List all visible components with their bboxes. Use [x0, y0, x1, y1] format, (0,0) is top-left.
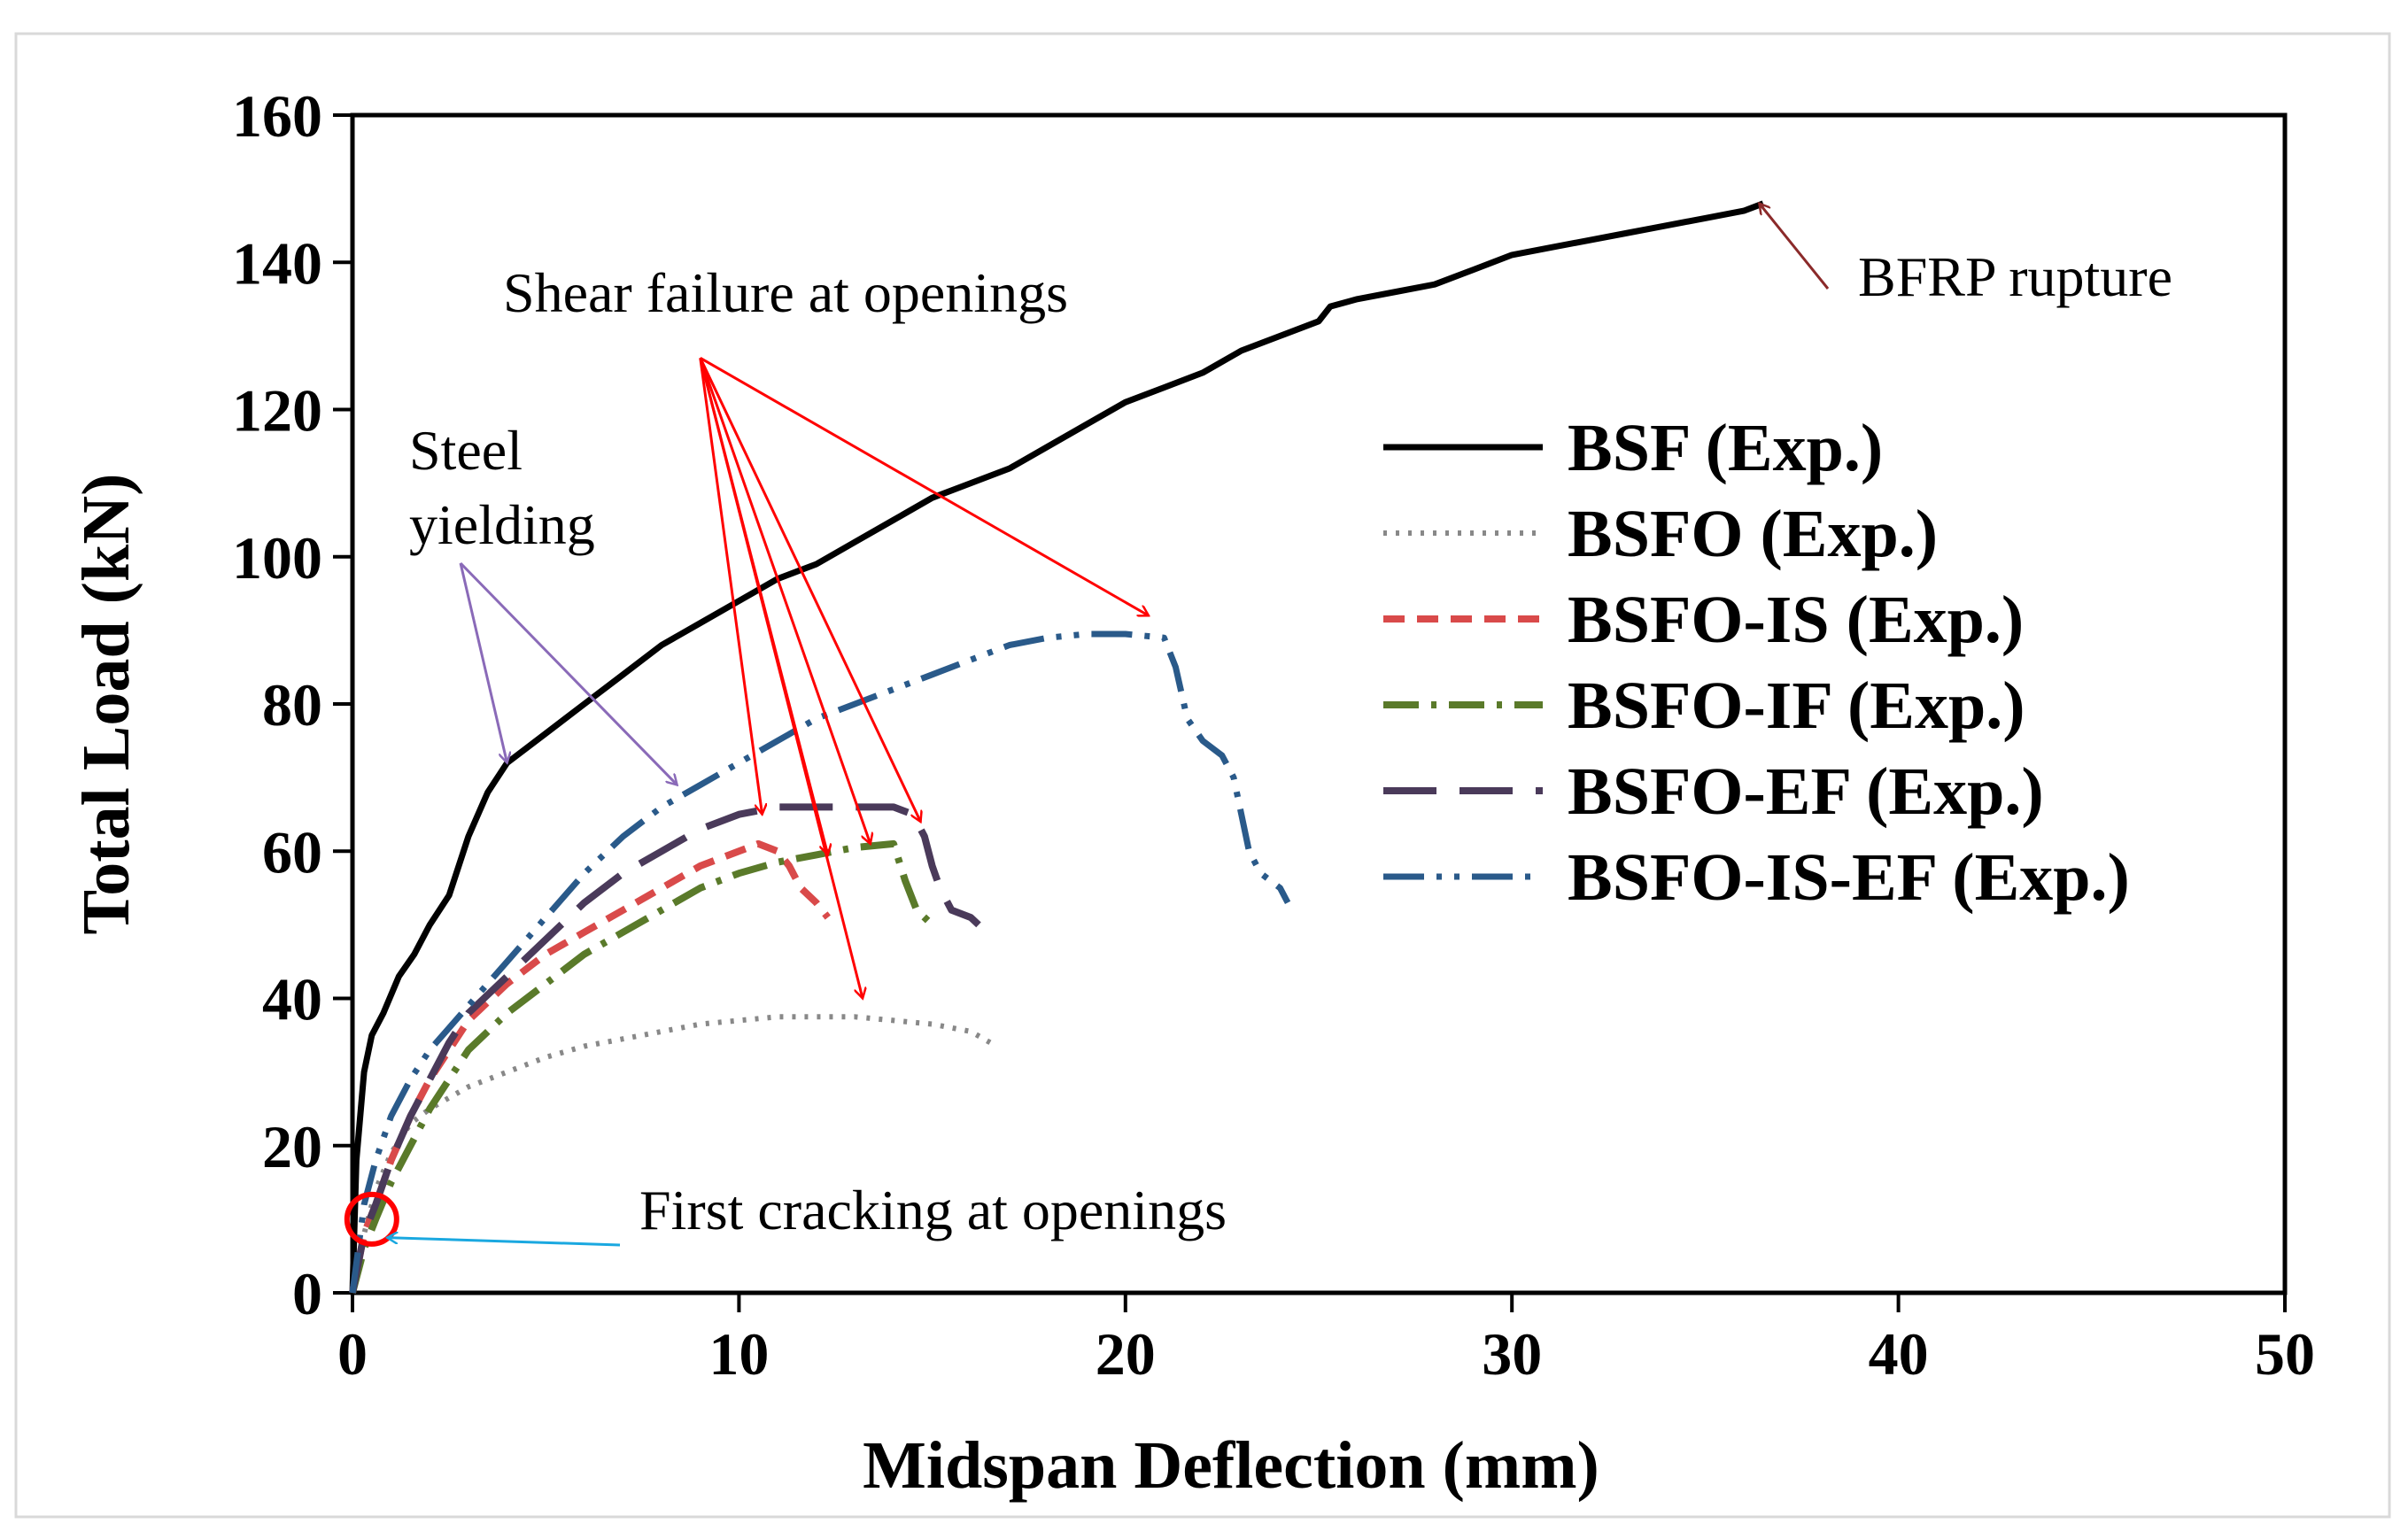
legend-label: BSFO-IF (Exp.): [1568, 669, 2025, 743]
steel-yielding-arrow: [459, 561, 677, 785]
figure-border: [14, 32, 2391, 1519]
x-axis-title: Midspan Deflection (mm): [863, 1428, 1599, 1503]
legend-label: BSFO-IS-EF (Exp.): [1568, 840, 2130, 915]
series-line-bsfo-ef-exp: [349, 803, 981, 1294]
annotation-steel-yielding-line1: Steel: [409, 419, 523, 482]
x-tick-label: 10: [708, 1320, 769, 1388]
x-tick-label: 20: [1096, 1320, 1156, 1388]
first-cracking-circle: [344, 1191, 399, 1247]
x-tick-label: 40: [1869, 1320, 1929, 1388]
annotation-bfrp-rupture: BFRP rupture: [1858, 245, 2172, 308]
y-tick-label: 60: [262, 818, 322, 886]
steel-yielding-arrow: [459, 562, 507, 763]
y-tick-label: 160: [232, 82, 322, 150]
annotation-first-cracking: First cracking at openings: [639, 1179, 1227, 1241]
shear-failure-arrow: [699, 357, 921, 822]
legend-label: BSF (Exp.): [1568, 411, 1883, 485]
legend-label: BSFO-IS (Exp.): [1568, 583, 2024, 657]
legend-label: BSFO (Exp.): [1568, 497, 1938, 571]
y-tick-label: 100: [232, 524, 322, 592]
x-tick-label: 0: [337, 1320, 368, 1388]
y-tick-label: 40: [262, 966, 322, 1033]
series-lines: [349, 200, 1765, 1295]
annotation-shear-failure: Shear failure at openings: [503, 261, 1068, 324]
y-tick-label: 120: [232, 377, 322, 445]
annotations: Shear failure at openings BFRP rupture Ste…: [344, 204, 2172, 1247]
x-tick-label: 30: [1482, 1320, 1542, 1388]
bfrp-rupture-arrow: [1759, 204, 1830, 290]
y-tick-label: 20: [262, 1113, 322, 1180]
annotation-steel-yielding-line2: yielding: [409, 493, 595, 556]
y-tick-label: 0: [292, 1260, 322, 1327]
y-tick-label: 140: [232, 229, 322, 297]
x-tick-label: 50: [2255, 1320, 2315, 1388]
axes: 0 20 40 60 80 100 120 140 160 0 10 20 30 40 50: [232, 82, 2315, 1388]
shear-failure-arrow: [699, 357, 863, 998]
series-line-bsfo-is-ef-exp: [349, 630, 1291, 1294]
legend-label: BSFO-EF (Exp.): [1568, 754, 2044, 829]
legend: BSF (Exp.) BSFO (Exp.) BSFO-IS (Exp.) BSFO-…: [1383, 411, 2130, 915]
first-cracking-arrow: [387, 1238, 621, 1247]
y-axis-title: Total Load (kN): [69, 474, 143, 935]
shear-failure-arrow: [699, 357, 871, 844]
series-line-bsf-exp: [349, 200, 1765, 1294]
shear-failure-arrow: [699, 358, 763, 814]
series-line-bsfo-if-exp: [349, 839, 935, 1295]
shear-failure-arrow: [700, 357, 1149, 615]
y-tick-label: 80: [262, 671, 322, 739]
